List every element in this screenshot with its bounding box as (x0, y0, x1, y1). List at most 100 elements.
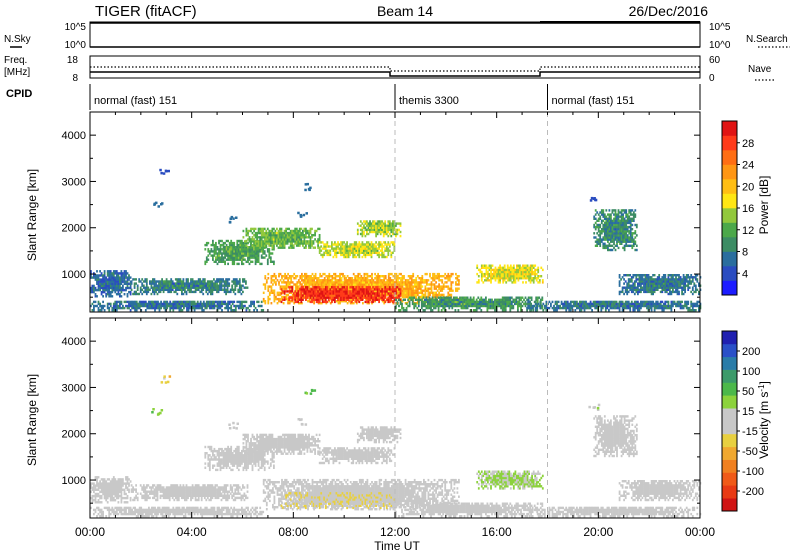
noise-left-tick-top: 10^5 (65, 22, 87, 33)
colorbar-swatch (722, 121, 737, 136)
velocity-colorbar-label: Velocity [m s-1] (757, 381, 771, 459)
y-tick-label: 3000 (62, 176, 86, 188)
data-point (308, 188, 311, 191)
power-colorbar-label: Power [dB] (757, 176, 771, 235)
data-point (303, 214, 306, 217)
data-point (597, 407, 600, 410)
colorbar-tick-label: -50 (742, 446, 758, 458)
freq-label-top: Freq. (4, 55, 27, 66)
freq-label-bottom: [MHz] (4, 67, 30, 78)
noise-left-label: N.Sky (4, 34, 31, 45)
y-tick-label: 4000 (62, 336, 86, 348)
noise-left-tick-bottom: 10^0 (65, 40, 87, 51)
power-ylabel: Slant Range [km] (25, 169, 39, 261)
date-title: 26/Dec/2016 (629, 3, 709, 19)
colorbar-tick-label: -100 (742, 466, 764, 478)
cpid-mode-label: normal (fast) 151 (552, 95, 635, 107)
data-point (306, 212, 309, 215)
noise-panel: N.Sky 10^5 10^0 10^5 10^0 N.Search (4, 22, 790, 51)
colorbar-tick-label: 100 (742, 366, 760, 378)
data-point (298, 418, 301, 421)
nave-tick-bottom: 0 (709, 73, 715, 84)
data-point (161, 409, 164, 412)
colorbar-swatch (722, 434, 737, 447)
data-point (235, 427, 238, 430)
nave-tick-top: 60 (709, 55, 721, 66)
x-tick-label: 00:00 (75, 525, 105, 539)
colorbar-tick-label: -15 (742, 426, 758, 438)
data-point (300, 418, 303, 421)
data-point (301, 423, 304, 426)
colorbar-swatch (722, 447, 737, 460)
x-tick-label: 08:00 (278, 525, 308, 539)
colorbar-swatch (722, 331, 737, 344)
data-point (228, 424, 231, 427)
x-tick-label: 20:00 (583, 525, 613, 539)
colorbar-tick-label: 16 (742, 203, 754, 215)
velocity-ylabel: Slant Range [km] (25, 374, 39, 466)
noise-right-tick-top: 10^5 (709, 22, 731, 33)
data-point (233, 426, 236, 429)
colorbar-swatch (722, 382, 737, 395)
data-point (163, 172, 166, 175)
x-tick-label: 00:00 (685, 525, 715, 539)
colorbar-swatch (722, 252, 737, 267)
y-tick-label: 2000 (62, 223, 86, 235)
data-point (159, 169, 162, 172)
colorbar-tick-label: 8 (742, 247, 748, 259)
scatter-region (593, 415, 637, 457)
frequency-panel: Freq. [MHz] 18 8 60 0 Nave (4, 55, 775, 84)
data-point (590, 199, 593, 202)
data-point (161, 202, 164, 205)
data-point (311, 390, 314, 393)
data-point (588, 406, 591, 409)
data-point (158, 413, 161, 416)
data-point (163, 375, 166, 378)
colorbar-swatch (722, 460, 737, 473)
cpid-mode-label: themis 3300 (399, 95, 459, 107)
data-point (167, 381, 170, 384)
data-point (314, 389, 317, 392)
data-point (232, 422, 235, 425)
data-point (169, 375, 172, 378)
cpid-mode-label: normal (fast) 151 (94, 95, 177, 107)
data-point (235, 217, 238, 220)
scatter-region (619, 480, 702, 501)
data-point (161, 381, 164, 384)
data-point (305, 423, 308, 426)
data-point (237, 423, 240, 426)
colorbar-tick-label: 200 (742, 346, 760, 358)
colorbar-swatch (722, 408, 737, 421)
beam-title: Beam 14 (377, 3, 433, 19)
data-point (158, 205, 161, 208)
colorbar-tick-label: 20 (742, 181, 754, 193)
data-point (151, 411, 154, 414)
x-axis-label: Time UT (374, 539, 420, 553)
freq-tick-top: 18 (67, 55, 79, 66)
data-point (306, 392, 309, 395)
colorbar-tick-label: 12 (742, 225, 754, 237)
scatter-region (593, 209, 637, 251)
colorbar-swatch (722, 179, 737, 194)
data-point (160, 172, 163, 175)
data-point (229, 427, 232, 430)
data-point (229, 221, 232, 224)
colorbar-swatch (722, 208, 737, 223)
data-point (598, 404, 601, 407)
x-tick-label: 04:00 (177, 525, 207, 539)
data-point (594, 199, 597, 202)
scatter-region (527, 507, 701, 518)
cpid-row: CPID normal (fast) 151 themis 3300 normal … (6, 84, 700, 110)
data-point (232, 217, 235, 220)
station-title: TIGER (fitACF) (95, 3, 197, 20)
colorbar-swatch (722, 472, 737, 485)
cpid-label: CPID (6, 88, 32, 100)
colorbar-swatch (722, 136, 737, 151)
colorbar-swatch (722, 266, 737, 281)
